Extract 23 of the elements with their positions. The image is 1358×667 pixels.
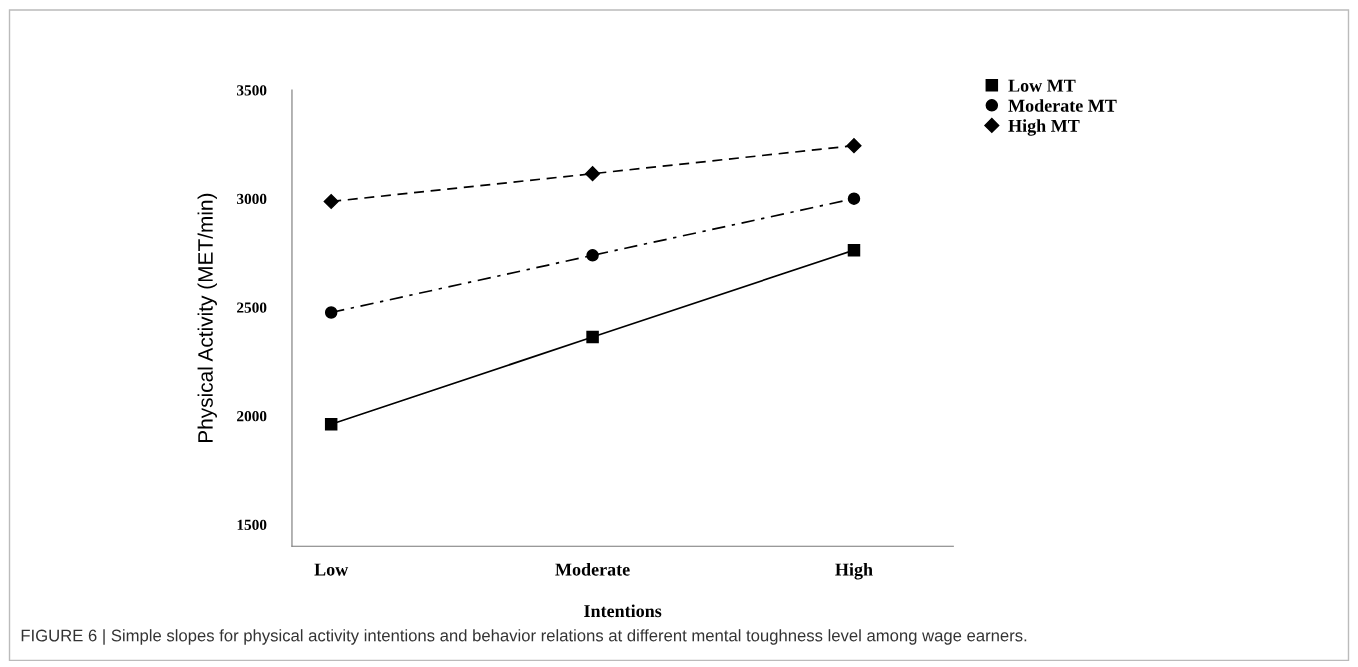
y-tick-label: 3000 [236,193,267,205]
point [846,138,862,154]
point [847,192,861,205]
y-tick-label: 1500 [237,519,267,530]
legend-label: Moderate MT [1008,99,1117,112]
caption: FIGURE 6 | Simple slopes for physical activity intentions and behavior relations at different mental toughness level among wage earners. [21,629,1027,645]
y-tick-label: 3500 [236,85,267,96]
x-tick-label: High [835,562,873,580]
x-tick-label: Low [314,563,349,576]
x-axis-title: Intentions [584,604,662,618]
y-axis-title: Physical Activity (MET/min) [197,193,217,443]
legend-label: Low MT [1008,79,1076,92]
x-tick-label: Moderate [555,562,630,576]
legend-label: High MT [1008,119,1080,136]
point [847,243,861,257]
point [585,166,601,182]
point [586,249,599,262]
point [324,306,338,319]
point [324,417,338,431]
point [323,193,339,210]
y-tick-label: 2000 [237,411,267,422]
point [586,330,599,344]
y-tick-label: 2500 [237,302,267,313]
